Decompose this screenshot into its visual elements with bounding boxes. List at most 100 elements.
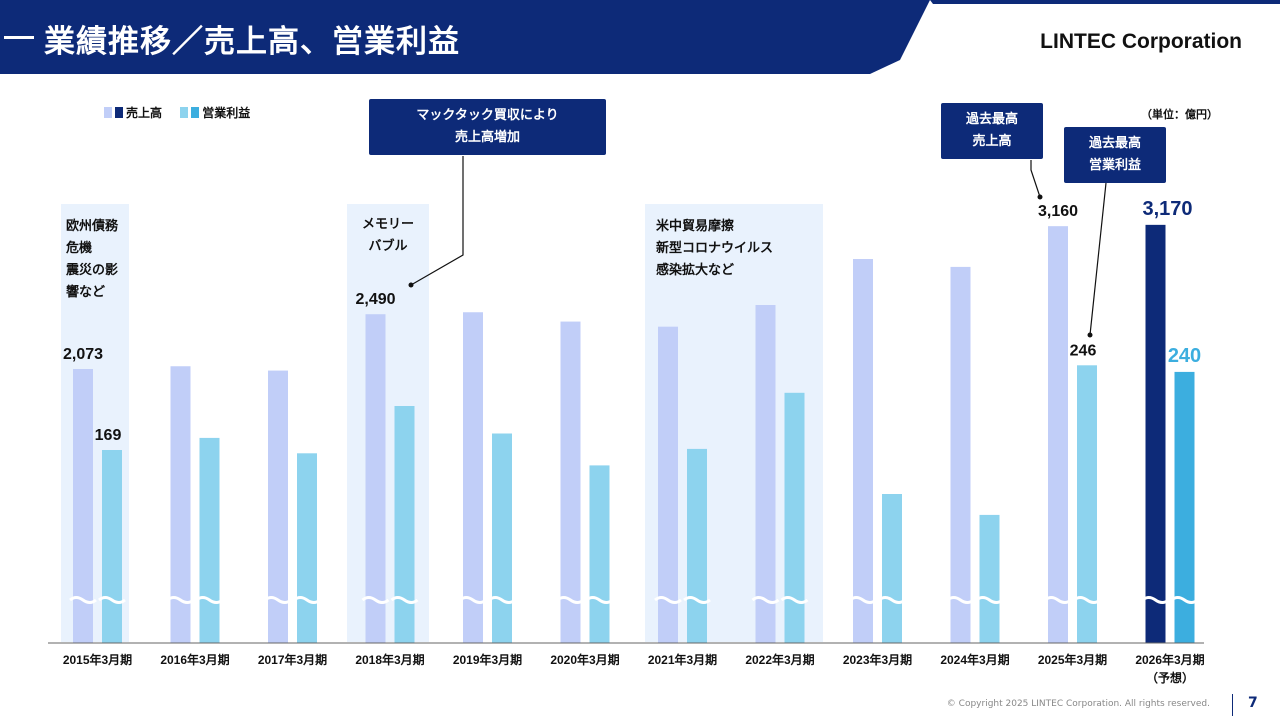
leader-line-acquisition-dot xyxy=(408,282,414,288)
annotation-memory-bubble: メモリー バブル xyxy=(361,217,414,254)
forecast-note: （予想） xyxy=(1146,670,1194,685)
bar-profit-1 xyxy=(199,437,220,643)
x-tick-label-10: 2025年3月期 xyxy=(1038,652,1107,667)
bar-profit-7 xyxy=(784,392,805,643)
axis-break-sales-3 xyxy=(361,596,390,604)
title-dash xyxy=(4,36,34,39)
x-tick-label-7: 2022年3月期 xyxy=(745,652,814,667)
page-number: 7 xyxy=(1248,695,1258,711)
legend-swatch-profit-actual xyxy=(180,107,189,118)
axis-break-sales-5 xyxy=(556,596,585,604)
callout-record-profit-text: 過去最高 営業利益 xyxy=(1088,136,1141,173)
data-label-profit-11: 240 xyxy=(1168,345,1201,367)
callout-record-sales: 過去最高 売上高 xyxy=(941,103,1043,159)
axis-break-profit-4 xyxy=(488,596,516,604)
axis-break-profit-6 xyxy=(683,596,711,604)
data-label-sales-3: 2,490 xyxy=(355,291,395,308)
bar-profit-10 xyxy=(1077,365,1097,643)
x-tick-label-1: 2016年3月期 xyxy=(160,652,229,667)
x-tick-label-5: 2020年3月期 xyxy=(550,652,619,667)
bar-sales-3 xyxy=(365,314,386,643)
data-label-sales-11: 3,170 xyxy=(1142,198,1192,220)
callout-acquisition: マックタック買収により 売上高増加 xyxy=(369,99,606,155)
bar-profit-5 xyxy=(589,465,610,643)
footer-separator xyxy=(1232,694,1233,716)
legend: 売上高 営業利益 xyxy=(104,104,264,121)
bar-profit-2 xyxy=(297,453,317,643)
copyright-text: © Copyright 2025 LINTEC Corporation. All… xyxy=(946,699,1210,709)
legend-swatch-profit-forecast xyxy=(191,107,200,118)
x-tick-label-0: 2015年3月期 xyxy=(63,652,132,667)
axis-break-profit-2 xyxy=(293,596,321,604)
bar-sales-1 xyxy=(170,366,191,643)
bar-sales-5 xyxy=(560,321,581,643)
highlight-2018 xyxy=(347,204,429,642)
legend-label-profit: 営業利益 xyxy=(202,106,251,120)
data-label-sales-0: 2,073 xyxy=(63,346,103,363)
x-tick-label-8: 2023年3月期 xyxy=(843,652,912,667)
bar-profit-4 xyxy=(492,433,512,643)
bar-sales-4 xyxy=(463,312,483,643)
x-tick-label-9: 2024年3月期 xyxy=(940,652,1009,667)
axis-break-profit-1 xyxy=(195,596,224,604)
data-label-sales-10: 3,160 xyxy=(1038,203,1078,220)
axis-break-sales-0 xyxy=(69,596,97,604)
axis-break-sales-7 xyxy=(751,596,780,604)
data-label-profit-10: 246 xyxy=(1070,342,1097,359)
legend-label-sales: 売上高 xyxy=(126,106,163,120)
bar-sales-8 xyxy=(853,259,873,643)
x-tick-label-3: 2018年3月期 xyxy=(355,652,424,667)
leader-line-record-profit xyxy=(1089,182,1107,336)
x-tick-label-4: 2019年3月期 xyxy=(453,652,522,667)
bar-sales-2 xyxy=(268,370,288,643)
axis-break-sales-2 xyxy=(264,596,292,604)
axis-break-profit-7 xyxy=(780,596,809,604)
header-band xyxy=(0,0,1280,74)
bar-profit-11 xyxy=(1174,371,1195,643)
bar-profit-3 xyxy=(394,406,415,643)
axis-break-profit-9 xyxy=(975,596,1004,604)
callout-record-profit: 過去最高 営業利益 xyxy=(1064,127,1166,183)
leader-line-acquisition xyxy=(410,156,464,286)
axis-break-profit-8 xyxy=(878,596,906,604)
bar-profit-0 xyxy=(102,450,122,643)
axis-break-sales-4 xyxy=(459,596,487,604)
axis-break-sales-6 xyxy=(654,596,682,604)
bar-profit-6 xyxy=(687,448,707,643)
axis-break-sales-9 xyxy=(946,596,975,604)
callout-record-sales-text: 過去最高 売上高 xyxy=(965,112,1018,149)
annotation-euro-debt-crisis: 欧州債務 危機 震災の影 響など xyxy=(66,219,119,300)
axis-break-profit-10 xyxy=(1073,596,1101,604)
bar-profit-9 xyxy=(979,514,1000,643)
bar-sales-11 xyxy=(1145,224,1166,644)
annotation-trade-friction-covid: 米中貿易摩擦 新型コロナウイルス 感染拡大など xyxy=(656,219,774,278)
legend-swatch-sales-actual xyxy=(104,107,112,118)
unit-label: （単位：億円） xyxy=(1141,108,1218,121)
legend-swatch-sales-forecast xyxy=(115,107,123,118)
callout-acquisition-text: マックタック買収により 売上高増加 xyxy=(416,108,559,145)
x-tick-label-6: 2021年3月期 xyxy=(648,652,717,667)
axis-break-sales-10 xyxy=(1044,596,1072,604)
leader-line-record-sales xyxy=(1030,160,1041,198)
leader-line-record-sales-dot xyxy=(1037,194,1043,200)
bar-profit-8 xyxy=(882,494,902,643)
bar-sales-7 xyxy=(755,305,776,643)
leader-line-record-profit-dot xyxy=(1087,332,1093,338)
x-tick-label-2: 2017年3月期 xyxy=(258,652,327,667)
data-label-profit-0: 169 xyxy=(95,427,122,444)
bar-sales-9 xyxy=(950,266,971,643)
company-logo: LINTEC Corporation xyxy=(1040,30,1242,53)
legend-item-profit: 営業利益 xyxy=(180,104,250,121)
bar-sales-10 xyxy=(1048,226,1068,643)
x-tick-label-11: 2026年3月期 xyxy=(1135,652,1204,667)
legend-item-sales: 売上高 xyxy=(104,104,162,121)
axis-break-profit-0 xyxy=(98,596,126,604)
page-title: 業績推移／売上高、営業利益 xyxy=(44,24,460,60)
axis-break-sales-8 xyxy=(849,596,877,604)
bar-sales-6 xyxy=(658,326,678,643)
axis-break-sales-1 xyxy=(166,596,195,604)
axis-break-profit-3 xyxy=(390,596,419,604)
axis-break-sales-11 xyxy=(1141,596,1170,604)
bar-sales-0 xyxy=(73,369,93,643)
